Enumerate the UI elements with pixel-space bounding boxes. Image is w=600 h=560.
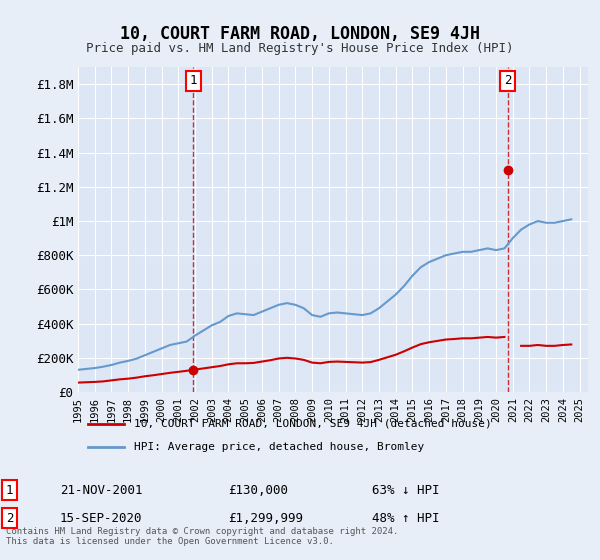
Text: 48% ↑ HPI: 48% ↑ HPI <box>372 511 439 525</box>
Text: Contains HM Land Registry data © Crown copyright and database right 2024.
This d: Contains HM Land Registry data © Crown c… <box>6 526 398 546</box>
Text: 15-SEP-2020: 15-SEP-2020 <box>60 511 143 525</box>
Text: 2: 2 <box>6 511 14 525</box>
Text: 63% ↓ HPI: 63% ↓ HPI <box>372 483 439 497</box>
Text: Price paid vs. HM Land Registry's House Price Index (HPI): Price paid vs. HM Land Registry's House … <box>86 42 514 55</box>
Text: 10, COURT FARM ROAD, LONDON, SE9 4JH: 10, COURT FARM ROAD, LONDON, SE9 4JH <box>120 25 480 43</box>
Text: £1,299,999: £1,299,999 <box>228 511 303 525</box>
Text: 21-NOV-2001: 21-NOV-2001 <box>60 483 143 497</box>
Text: 1: 1 <box>190 74 197 87</box>
Text: 10, COURT FARM ROAD, LONDON, SE9 4JH (detached house): 10, COURT FARM ROAD, LONDON, SE9 4JH (de… <box>134 419 492 429</box>
Text: £130,000: £130,000 <box>228 483 288 497</box>
Text: HPI: Average price, detached house, Bromley: HPI: Average price, detached house, Brom… <box>134 442 424 452</box>
Text: 2: 2 <box>504 74 511 87</box>
Text: 1: 1 <box>6 483 14 497</box>
